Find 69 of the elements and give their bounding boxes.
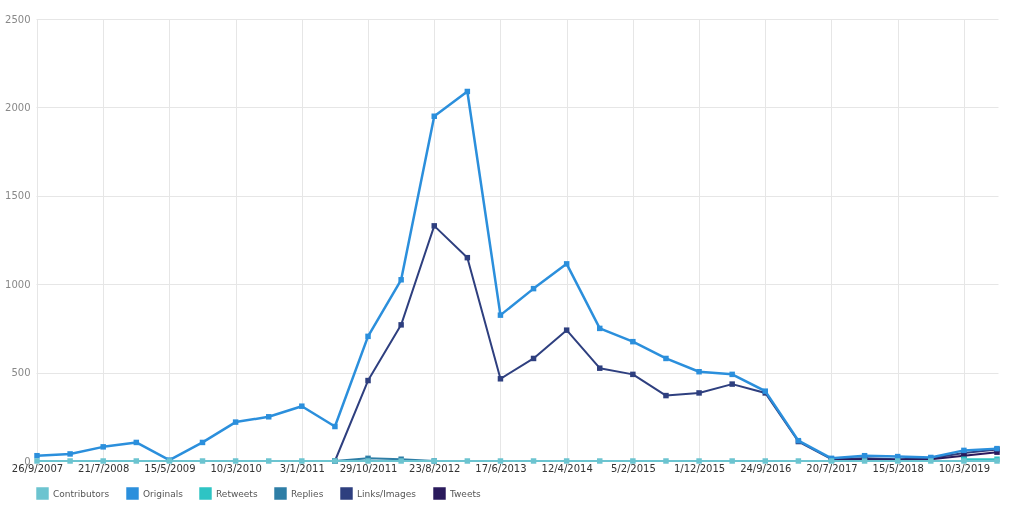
y-tick-label: 500	[11, 367, 31, 379]
legend-label: Retweets	[216, 488, 258, 499]
point	[133, 458, 140, 464]
legend-label: Contributors	[53, 488, 110, 499]
x-tick-label: 10/3/2010	[210, 462, 262, 474]
point	[530, 458, 537, 464]
x-tick-label: 20/7/2017	[806, 462, 858, 474]
point	[597, 458, 603, 464]
point	[630, 371, 636, 378]
point	[630, 458, 636, 464]
x-tick-label: 21/7/2008	[78, 462, 130, 474]
legend-label: Tweets	[449, 488, 481, 499]
point	[232, 419, 239, 425]
point	[696, 458, 702, 464]
point	[365, 377, 371, 384]
point	[398, 322, 404, 328]
point	[464, 458, 471, 464]
point	[67, 451, 73, 457]
legend-label: Replies	[291, 488, 324, 499]
point	[663, 392, 669, 399]
point	[497, 458, 504, 464]
point	[199, 458, 206, 464]
point	[265, 414, 272, 420]
point	[67, 458, 73, 464]
point	[398, 277, 404, 283]
x-tick-label: 15/5/2009	[144, 462, 196, 474]
point	[696, 368, 702, 375]
point	[663, 458, 669, 464]
legend-label: Originals	[143, 488, 184, 499]
legend-label: Links/Images	[357, 488, 417, 499]
point	[100, 444, 106, 450]
point	[232, 458, 239, 464]
x-tick-label: 29/10/2011	[339, 462, 398, 474]
point	[497, 312, 504, 318]
x-tick-label: 1/12/2015	[673, 462, 726, 474]
point	[299, 458, 305, 464]
point	[663, 355, 669, 362]
point	[431, 223, 437, 229]
point	[563, 458, 570, 464]
point	[563, 261, 570, 267]
point	[729, 371, 735, 378]
point	[762, 458, 769, 464]
point	[34, 452, 40, 459]
point	[100, 458, 106, 464]
x-tick-label: 17/6/2013	[475, 462, 527, 474]
point	[696, 390, 702, 396]
x-tick-label: 23/8/2012	[409, 462, 461, 474]
point	[365, 333, 371, 340]
point	[299, 403, 305, 409]
y-tick-label: 1000	[5, 278, 31, 290]
point	[332, 423, 338, 430]
x-tick-label: 3/1/2011	[279, 462, 325, 474]
point	[563, 327, 570, 333]
point	[497, 376, 504, 382]
point	[34, 458, 40, 464]
x-tick-label: 12/4/2014	[541, 462, 593, 474]
x-tick-label: 5/2/2015	[610, 462, 656, 474]
y-tick-label: 1500	[5, 190, 31, 202]
x-tick-label: 24/9/2016	[740, 462, 792, 474]
x-tick-label: 10/3/2019	[938, 462, 991, 474]
point	[597, 365, 603, 371]
x-tick-label: 15/5/2018	[872, 462, 924, 474]
y-tick-label: 2000	[5, 101, 31, 113]
y-tick-label: 2500	[5, 13, 31, 25]
point	[729, 458, 735, 464]
point	[795, 458, 802, 464]
point	[630, 338, 636, 345]
point	[265, 458, 272, 464]
point	[729, 381, 735, 387]
